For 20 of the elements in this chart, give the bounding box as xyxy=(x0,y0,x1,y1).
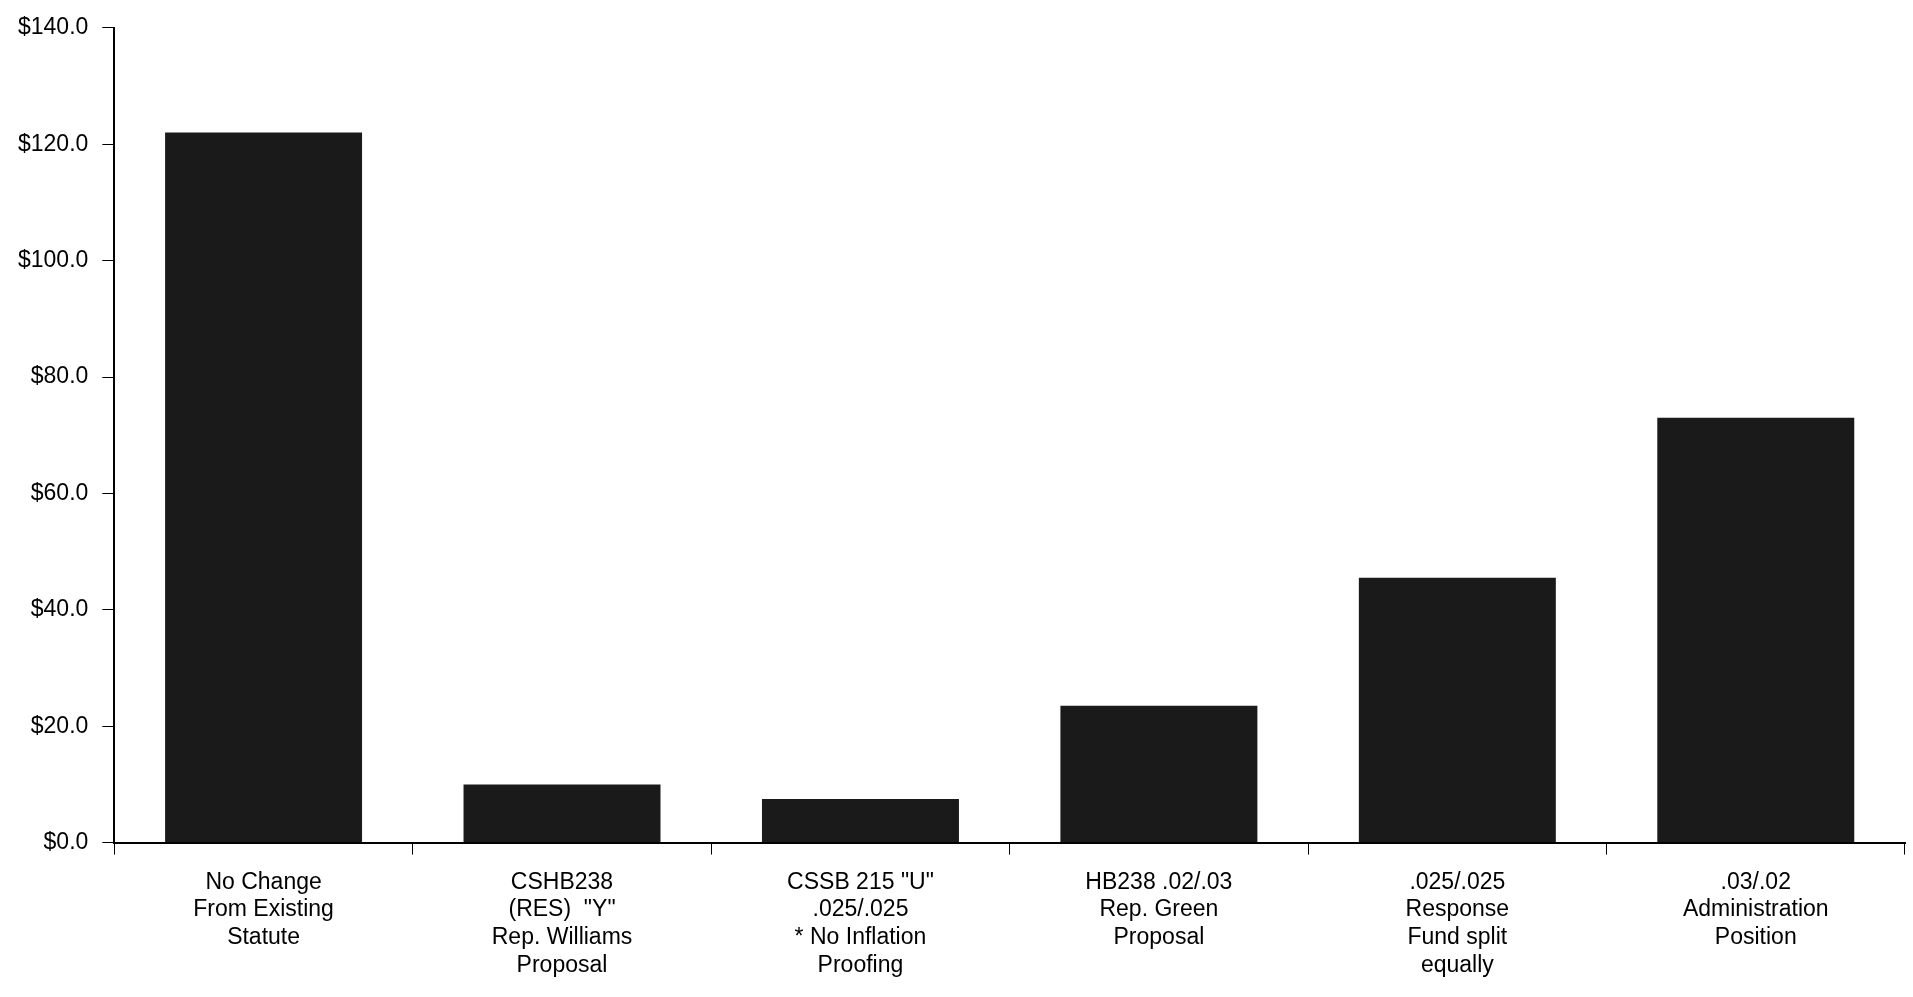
bar xyxy=(1657,417,1855,843)
x-tick-label: CSSB 215 "U" .025/.025 * No Inflation Proofing xyxy=(787,867,934,977)
x-tick-label: .025/.025 Response Fund split equally xyxy=(1405,867,1510,977)
y-tick-label: $140.0 xyxy=(17,13,89,40)
y-tick-label: $100.0 xyxy=(17,245,89,272)
y-tick-label: $40.0 xyxy=(30,595,89,622)
bar xyxy=(1358,577,1556,843)
bar xyxy=(165,132,363,843)
y-tick-label: $0.0 xyxy=(43,827,89,854)
y-tick-label: $20.0 xyxy=(30,711,89,738)
x-tick-label: No Change From Existing Statute xyxy=(193,867,334,949)
x-tick-label: HB238 .02/.03 Rep. Green Proposal xyxy=(1085,867,1233,949)
x-tick-label: .03/.02 Administration Position xyxy=(1682,867,1829,949)
y-tick-label: $80.0 xyxy=(30,362,89,389)
y-tick-label: $60.0 xyxy=(30,478,89,505)
bar xyxy=(761,798,959,843)
y-tick-label: $120.0 xyxy=(17,129,89,156)
bar xyxy=(1060,705,1258,843)
x-tick-label: CSHB238 (RES) "Y" Rep. Williams Proposal xyxy=(491,867,633,977)
bar xyxy=(463,784,661,843)
